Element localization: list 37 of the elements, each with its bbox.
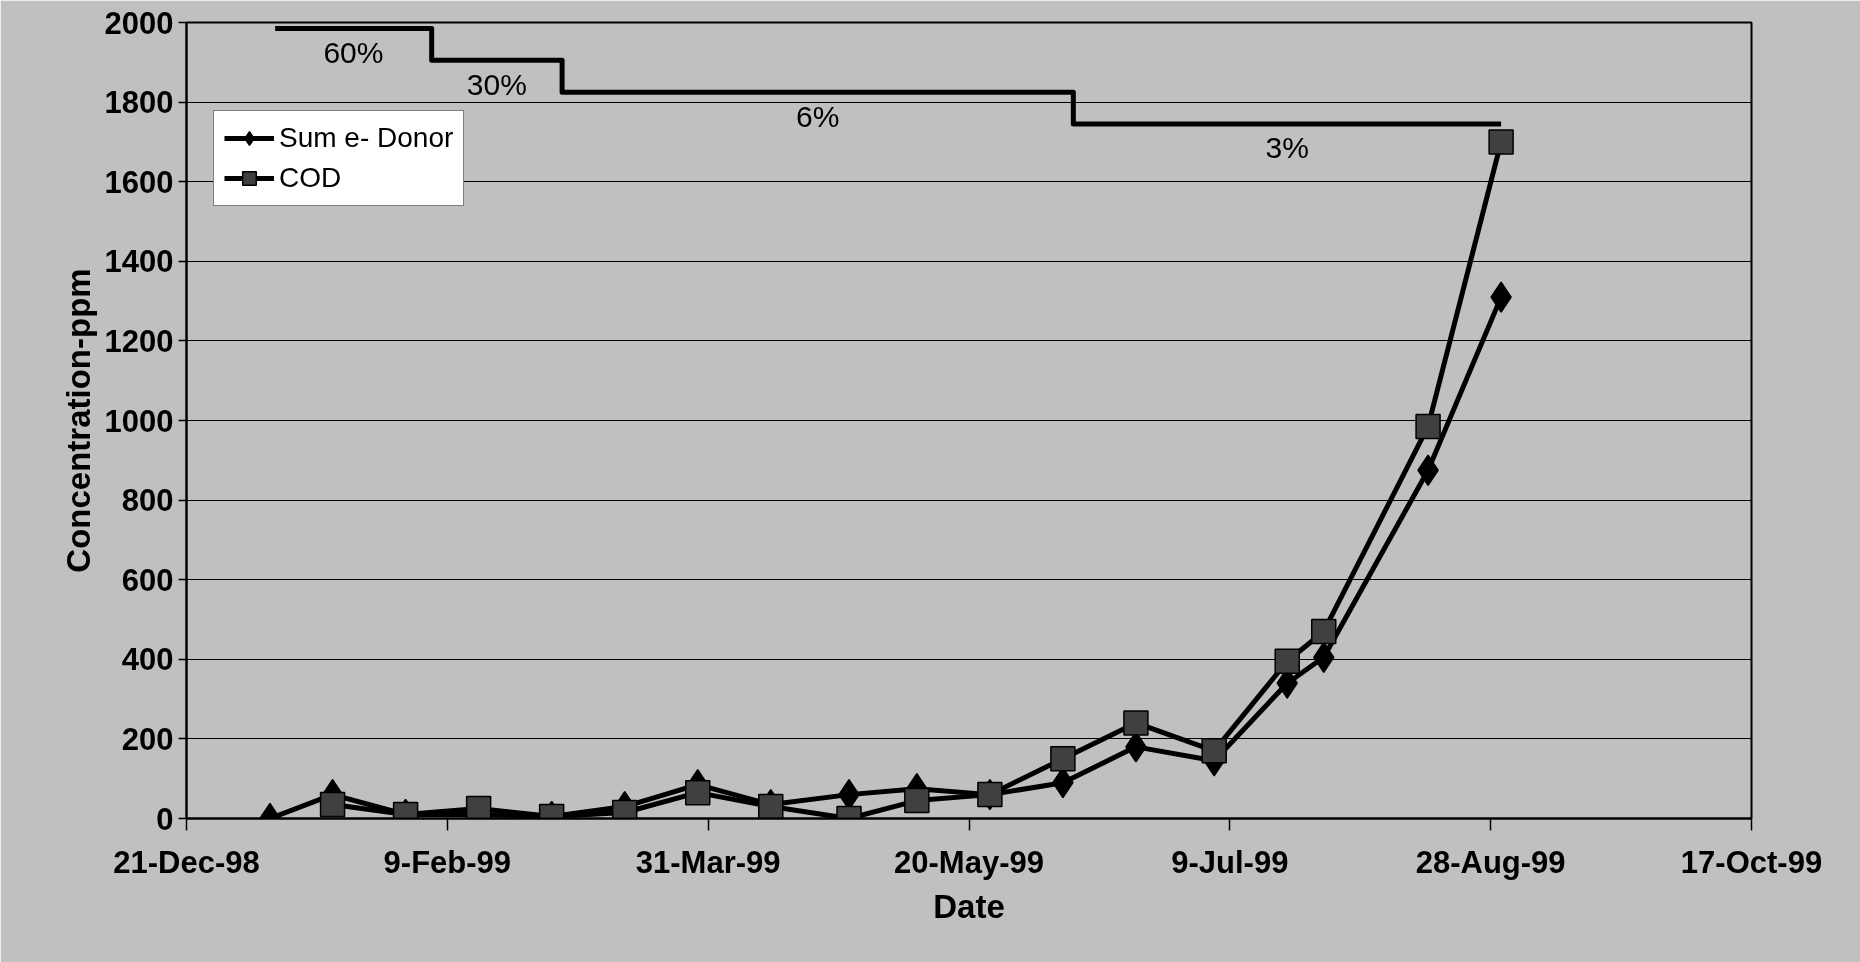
x-tick-label: 20-May-99 [894,844,1044,880]
x-tick-label: 21-Dec-98 [113,844,260,880]
x-tick-label: 28-Aug-99 [1415,844,1566,880]
y-tick-label: 1600 [104,164,174,200]
y-tick-label: 200 [121,721,174,757]
x-tick-label: 17-Oct-99 [1680,844,1823,880]
point [1201,738,1227,764]
legend-label: Sum e- Donor [279,122,454,154]
point [904,787,930,814]
legend-label: COD [279,162,342,194]
y-tick-label: 2000 [104,5,174,41]
y-tick-label: 400 [121,642,174,678]
point [1050,746,1076,772]
annotation: 3% [1265,131,1309,165]
x-tick-label: 9-Feb-99 [383,844,512,880]
y-tick-label: 600 [121,562,174,598]
annotation: 30% [466,67,527,101]
y-tick-label: 800 [121,483,174,519]
point [1415,413,1441,440]
point [319,791,346,818]
y-axis-title: Concentration-ppm [59,268,97,573]
point [758,793,784,819]
point [684,779,711,806]
annotation: 6% [796,99,840,133]
point [1310,618,1337,645]
y-tick-label: 1200 [104,323,174,359]
y-tick-label: 1000 [104,403,174,439]
x-axis-title: Date [933,887,1005,925]
x-tick-label: 31-Mar-99 [635,844,781,880]
point [1274,648,1300,675]
annotation: 60% [323,35,384,69]
y-tick-label: 1400 [104,244,174,280]
x-tick-label: 9-Jul-99 [1171,844,1289,880]
point [1123,710,1149,736]
point [1488,129,1514,155]
y-tick-label: 0 [156,801,174,837]
y-tick-label: 1800 [104,85,174,121]
